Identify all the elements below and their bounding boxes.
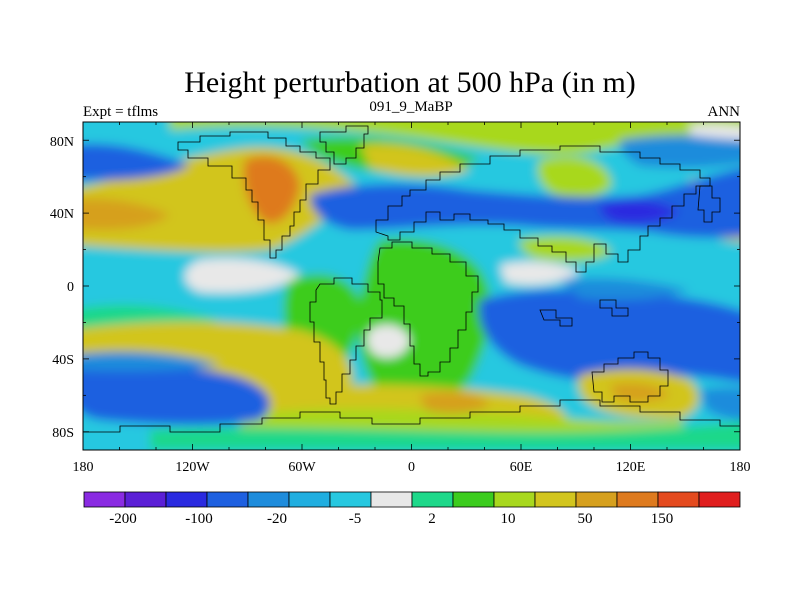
colorbar-swatch — [329, 491, 372, 508]
field-yellow-north-atlantic — [360, 143, 470, 177]
colorbar-swatch — [165, 491, 208, 508]
colorbar-swatch — [83, 491, 126, 508]
coast-north-america — [177, 131, 331, 259]
colorbar-label-10: 10 — [501, 511, 516, 527]
coast-europe-asia — [375, 145, 711, 273]
colorbar-label-minus-200: -200 — [109, 511, 137, 527]
lon-tick-60w: 60W — [288, 460, 316, 475]
colorbar-swatch — [575, 491, 618, 508]
colorbar-swatch — [411, 491, 454, 508]
colorbar-label-2: 2 — [428, 511, 436, 527]
lon-tick-120e: 120E — [616, 460, 646, 475]
contour-shading — [83, 122, 740, 450]
colorbar-label-minus-5: -5 — [349, 511, 362, 527]
colorbar-swatch — [534, 491, 577, 508]
lon-tick-180e: 180 — [730, 460, 751, 475]
lon-tick-0: 0 — [408, 460, 415, 475]
field-deep-blue-asia — [599, 199, 680, 224]
field-yellow-siberia — [537, 156, 612, 199]
coast-east-asia — [697, 185, 721, 223]
lat-tick-40s: 40S — [52, 353, 74, 368]
lat-tick-eq: 0 — [67, 280, 74, 295]
coast-greenland — [319, 125, 369, 165]
colorbar-label-150: 150 — [651, 511, 674, 527]
field-blue-south-pacific — [83, 363, 270, 425]
contour-field — [83, 122, 740, 450]
field-sky-southeast — [700, 387, 740, 421]
colorbar-label-50: 50 — [578, 511, 593, 527]
colorbar-swatch — [698, 491, 741, 508]
longitude-tick-labels: 180 120W 60W 0 60E 120E 180 — [73, 460, 751, 475]
continent-outlines — [83, 125, 740, 433]
coast-south-america — [309, 277, 383, 405]
coast-islands-indonesia — [539, 299, 629, 327]
field-sky-northeast — [619, 135, 740, 168]
colorbar-label-minus-100: -100 — [185, 511, 213, 527]
season-label: ANN — [708, 104, 741, 120]
field-neutral-ring-south-america — [367, 324, 410, 358]
colorbar-swatch — [493, 491, 536, 508]
colorbar-boxes — [83, 491, 741, 508]
coast-antarctica — [83, 399, 740, 433]
colorbar-swatch — [657, 491, 700, 508]
field-green-africa — [358, 238, 491, 407]
field-blue-arctic-pacific — [83, 143, 190, 181]
colorbar-swatch — [616, 491, 659, 508]
experiment-label: Expt = tflms — [83, 104, 158, 120]
coast-australia — [591, 351, 669, 403]
field-aqua-antarctic — [150, 421, 740, 450]
field-neutral-pacific-north — [690, 123, 740, 140]
field-blue-indian-south — [479, 289, 740, 383]
colorbar-swatch — [206, 491, 249, 508]
colorbar-swatch — [124, 491, 167, 508]
colorbar-swatch — [247, 491, 290, 508]
field-sky-indian — [560, 278, 690, 300]
tick-marks — [82, 122, 741, 450]
lat-tick-80s: 80S — [52, 426, 74, 441]
case-label: 091_9_MaBP — [369, 99, 452, 115]
field-neutral-indian — [500, 261, 580, 285]
lon-tick-120w: 120W — [175, 460, 210, 475]
lon-tick-180w: 180 — [73, 460, 94, 475]
field-neutral-tropics — [185, 258, 300, 293]
field-orange-pacific-west — [83, 198, 170, 230]
colorbar-swatch — [288, 491, 331, 508]
coast-africa — [377, 241, 479, 377]
plot-title: Height perturbation at 500 hPa (in m) — [184, 66, 636, 99]
lat-tick-40n: 40N — [50, 207, 74, 222]
field-orange-australia — [610, 383, 670, 402]
colorbar-swatch — [370, 491, 413, 508]
field-yellow-indian — [519, 236, 612, 262]
lat-tick-80n: 80N — [50, 135, 74, 150]
colorbar-swatch — [452, 491, 495, 508]
field-orange-south-atlantic — [420, 391, 490, 414]
colorbar: -200 -100 -20 -5 2 10 50 150 — [83, 491, 741, 527]
colorbar-label-minus-20: -20 — [267, 511, 287, 527]
latitude-tick-labels: 80N 40N 0 40S 80S — [50, 135, 74, 441]
field-sky-south-pacific — [83, 351, 220, 372]
lon-tick-60e: 60E — [510, 460, 533, 475]
